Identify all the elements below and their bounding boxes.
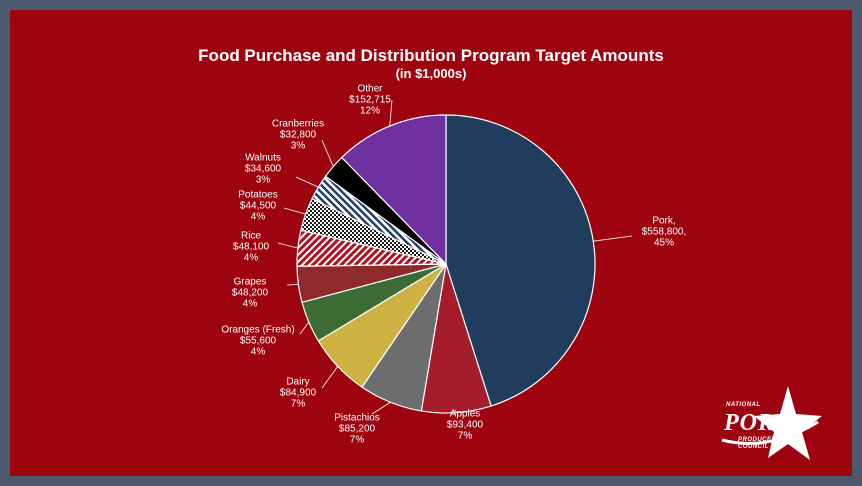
data-label-dairy: Dairy $84,900 7% bbox=[280, 377, 316, 410]
pie-slices bbox=[296, 114, 596, 414]
data-label-name: Dairy bbox=[286, 376, 310, 388]
leader-line-rice bbox=[277, 242, 298, 249]
data-label-name: Potatoes bbox=[238, 189, 278, 201]
data-label-name: Grapes bbox=[233, 276, 267, 288]
data-label-name: Other bbox=[357, 83, 383, 95]
data-label-name: Pistachios bbox=[334, 412, 380, 424]
data-label-pct: 7% bbox=[457, 430, 473, 442]
data-label-pct: 7% bbox=[349, 434, 365, 446]
leader-line-pistachios bbox=[371, 401, 391, 415]
data-label-pct: 45% bbox=[653, 237, 674, 249]
data-label-cranberries: Cranberries $32,800 3% bbox=[272, 119, 324, 152]
data-label-amount: $48,200 bbox=[231, 287, 269, 299]
data-label-pct: 3% bbox=[290, 140, 306, 152]
logo-national: NATIONAL bbox=[726, 402, 761, 408]
data-label-amount: $34,600 bbox=[244, 163, 282, 175]
data-label-pct: 12% bbox=[359, 105, 380, 117]
data-label-name: Oranges (Fresh) bbox=[221, 324, 295, 336]
leader-line-pork bbox=[593, 235, 633, 242]
data-label-oranges-fresh: Oranges (Fresh) $55,600 4% bbox=[221, 325, 294, 358]
data-label-pct: 4% bbox=[250, 211, 266, 223]
leader-line-other bbox=[389, 99, 393, 127]
data-label-pct: 3% bbox=[255, 174, 271, 186]
data-label-potatoes: Potatoes $44,500 4% bbox=[238, 190, 277, 223]
chart-subtitle: (in $1,000s) bbox=[395, 66, 467, 81]
data-label-name: Pork, bbox=[652, 215, 676, 227]
data-label-pct: 4% bbox=[250, 346, 266, 358]
data-label-pct: 4% bbox=[242, 298, 258, 310]
data-label-walnuts: Walnuts $34,600 3% bbox=[245, 153, 281, 186]
data-label-amount: $85,200 bbox=[338, 423, 376, 435]
data-label-name: Walnuts bbox=[245, 152, 281, 164]
data-label-apples: Apples $93,400 7% bbox=[447, 409, 483, 442]
npc-logo: NATIONAL PORK PRODUCERS COUNCIL bbox=[718, 384, 826, 466]
data-label-amount: $93,400 bbox=[446, 419, 484, 431]
leader-line-potatoes bbox=[283, 207, 306, 215]
data-label-amount: $55,600 bbox=[239, 335, 277, 347]
leader-line-cranberries bbox=[321, 139, 334, 167]
data-label-pct: 7% bbox=[290, 398, 306, 410]
star-icon bbox=[721, 386, 822, 460]
data-label-pork: Pork, $558,800, 45% bbox=[642, 216, 687, 249]
data-label-rice: Rice $48,100 4% bbox=[233, 231, 269, 264]
data-label-name: Apples bbox=[449, 408, 481, 420]
data-label-amount: $152,715 bbox=[349, 94, 391, 106]
leader-line-grapes bbox=[286, 284, 299, 286]
leader-line-walnuts bbox=[295, 176, 319, 188]
logo-council: COUNCIL bbox=[738, 444, 769, 450]
chart-title: Food Purchase and Distribution Program T… bbox=[198, 46, 664, 65]
leader-line-oranges-fresh bbox=[299, 321, 310, 335]
data-label-name: Rice bbox=[240, 230, 261, 242]
leader-line-apples bbox=[454, 409, 457, 413]
data-label-pistachios: Pistachios $85,200 7% bbox=[334, 413, 380, 446]
data-label-amount: $44,500 bbox=[239, 200, 277, 212]
data-label-pct: 4% bbox=[243, 252, 259, 264]
leader-line-dairy bbox=[321, 366, 339, 389]
data-label-grapes: Grapes $48,200 4% bbox=[232, 277, 268, 310]
leader-lines bbox=[277, 99, 633, 415]
data-label-amount: $48,100 bbox=[232, 241, 270, 253]
data-label-name: Cranberries bbox=[271, 118, 325, 130]
data-label-other: Other $152,715 12% bbox=[349, 84, 391, 117]
logo-producers: PRODUCERS bbox=[738, 437, 781, 443]
data-label-amount: $84,900 bbox=[279, 387, 317, 399]
data-label-amount: $558,800, bbox=[641, 226, 687, 238]
data-label-amount: $32,800 bbox=[279, 129, 317, 141]
logo-pork: PORK bbox=[724, 410, 793, 436]
